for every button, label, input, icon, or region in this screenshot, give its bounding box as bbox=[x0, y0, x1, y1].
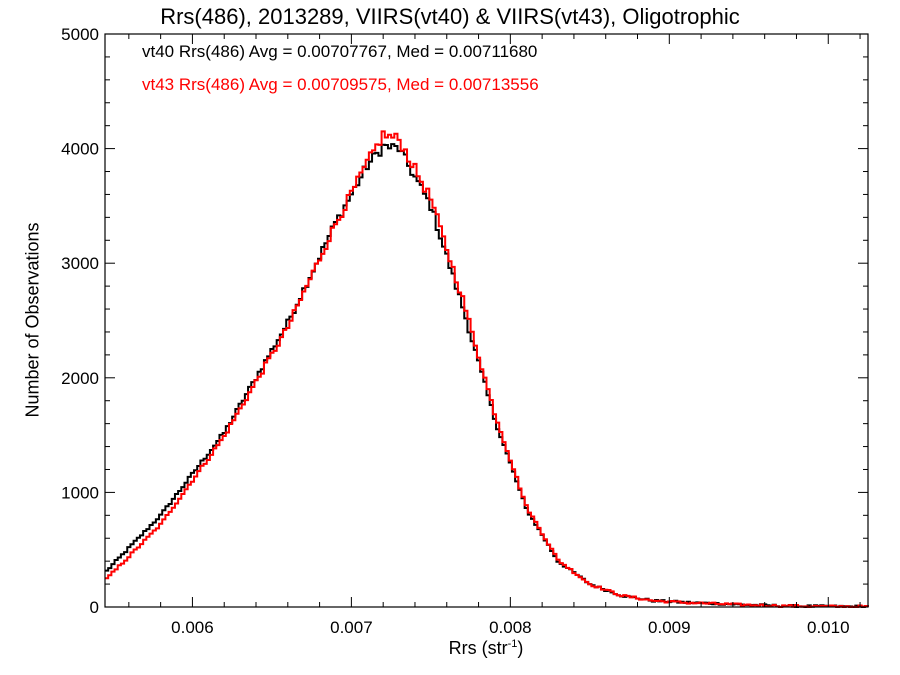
y-tick-label: 1000 bbox=[61, 483, 99, 502]
x-tick-label: 0.009 bbox=[648, 618, 691, 637]
chart-title: Rrs(486), 2013289, VIIRS(vt40) & VIIRS(v… bbox=[160, 4, 740, 29]
x-tick-label: 0.008 bbox=[489, 618, 532, 637]
y-tick-label: 5000 bbox=[61, 25, 99, 44]
y-tick-label: 3000 bbox=[61, 254, 99, 273]
y-tick-label: 2000 bbox=[61, 369, 99, 388]
x-axis-label-sup: -1 bbox=[507, 638, 518, 650]
y-axis-label: Number of Observations bbox=[22, 222, 43, 418]
series-line-vt43 bbox=[105, 130, 869, 608]
annotation-vt40: vt40 Rrs(486) Avg = 0.00707767, Med = 0.… bbox=[142, 42, 538, 61]
y-tick-label: 4000 bbox=[61, 140, 99, 159]
y-tick-label: 0 bbox=[90, 598, 99, 617]
x-tick-label: 0.010 bbox=[807, 618, 850, 637]
plot-frame bbox=[104, 33, 869, 608]
x-tick-label: 0.007 bbox=[330, 618, 373, 637]
x-tick-label: 0.006 bbox=[171, 618, 214, 637]
x-axis-label-base: Rrs (str bbox=[448, 638, 508, 658]
x-axis-label-tail: ) bbox=[517, 638, 524, 658]
annotation-vt43: vt43 Rrs(486) Avg = 0.00709575, Med = 0.… bbox=[142, 75, 539, 94]
x-axis-label: Rrs (str-1) bbox=[449, 638, 524, 659]
series-line-vt40 bbox=[105, 143, 869, 608]
